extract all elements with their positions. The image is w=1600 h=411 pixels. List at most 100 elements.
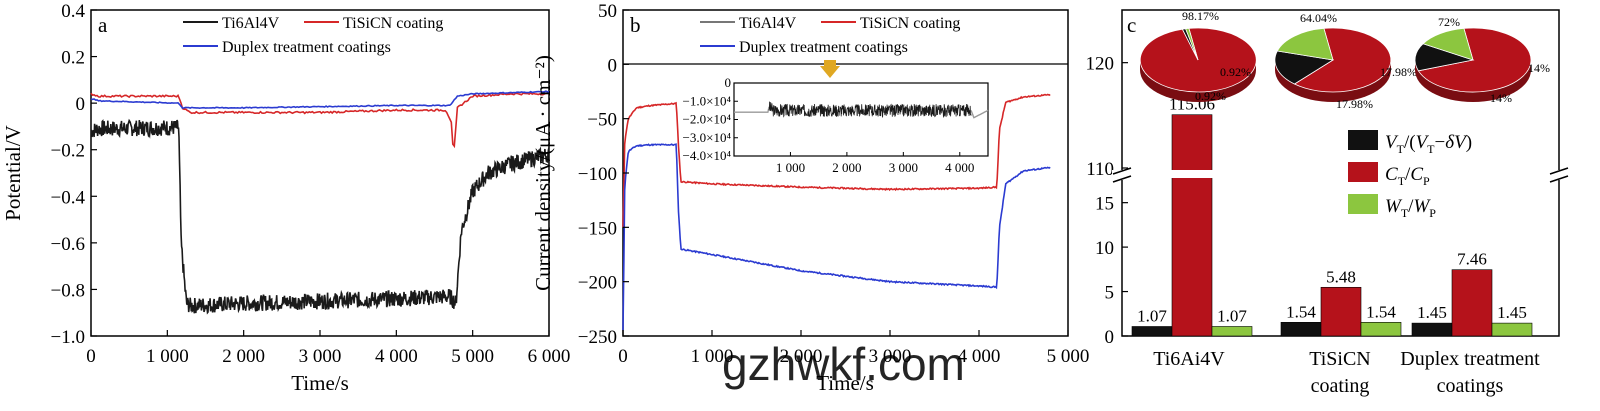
bar-value-label: 1.45 [1497,303,1527,322]
axis-break [1112,167,1569,183]
inset-x-tick-label: 4 000 [945,160,974,175]
x-tick-label: 1 000 [691,346,734,367]
series-line [622,93,1051,228]
y-tick-label: −250 [578,327,617,348]
y-tick-label: −0.4 [51,187,86,208]
panel-a-series [90,90,550,315]
panel-b-letter: b [630,13,641,37]
legend-b-tisicn: TiSiCN coating [860,15,960,32]
bar-value-label: 1.54 [1286,302,1316,321]
y-tick-label: 0.4 [61,1,85,22]
category-label-duplex-2: coatings [1437,375,1504,397]
inset-y-tick-label: −1.0×10⁴ [683,93,732,108]
y-tick-label: −0.2 [51,141,85,162]
bar [1131,326,1173,337]
y-tick-label: 0 [608,55,618,76]
y-tick-label: −200 [578,273,617,294]
bar-break-gap [1171,170,1213,178]
panel-b-xlabel: Time/s [816,371,874,395]
y-tick-label: −100 [578,164,617,185]
axis-break-mark [1549,167,1569,175]
inset-ticks: 1 000 2 000 3 000 4 000 0 −1.0×10⁴ −2.0×10⁴ −3.… [683,75,975,175]
inset-y-tick-label: −2.0×10⁴ [683,112,732,127]
inset-arrow-icon [820,66,840,78]
category-label-tisicn-2: coating [1311,375,1370,397]
inset-series-line [768,101,972,119]
y-tick-label: 0.2 [61,48,85,69]
legend-b-ti6al4v: Ti6Al4V [739,15,797,32]
x-tick-label: 6 000 [528,346,571,367]
inset-frame [733,82,989,157]
pie-percent-label: 0.92% [1220,65,1251,79]
bar-value-label: 1.07 [1217,306,1247,325]
panel-b-ylabel: Current density/(μA · cm⁻²) [531,55,555,291]
axis-break-gap-right [1549,170,1569,180]
pie-percent-label: 64.04% [1300,11,1337,25]
pie-slice [1185,27,1199,61]
y-tick-label: −50 [587,110,617,131]
panel-b-legend: Ti6Al4V TiSiCN coating Duplex treatment … [700,15,960,56]
x-tick-label: 1 000 [146,346,189,367]
bar [1211,326,1253,337]
x-tick-label: 4 000 [375,346,418,367]
watermark: gzhwkf.com [722,338,965,390]
category-label-tisicn: TiSiCN [1309,348,1371,370]
bar [1491,322,1533,337]
legend-vt: VT/(VT−δV) [1385,132,1472,156]
legend-swatch-vt [1348,130,1378,150]
panel-b-inset: 1 000 2 000 3 000 4 000 0 −1.0×10⁴ −2.0×10⁴ −3.… [683,75,989,175]
bar [1171,114,1213,337]
axis-break-mark [1549,175,1569,183]
legend-swatch-ct [1348,162,1378,182]
inset-series-line [970,109,989,119]
x-tick-label: 5 000 [451,346,494,367]
inset-series-line [734,106,770,113]
panel-b-ticks: 0 1 000 2 000 3 000 4 000 5 000 50 0 −50 −100 −150… [578,1,1090,367]
bar [1280,322,1322,337]
panel-c-pies: 98.17% 0.92% 0.92% 64.04% 17.98% 17.98% 72% 14%… [1139,9,1550,111]
y-tick-label: −0.8 [51,280,85,301]
axis-break-gap-left [1112,170,1132,180]
bar [1411,322,1453,337]
panel-b-series [622,93,1051,331]
panel-b: b 0 1 000 2 000 3 000 4 000 5 000 50 0 −50 −100 −1… [531,1,1089,395]
pie-percent-label: 14% [1490,91,1512,105]
panel-c-legend: VT/(VT−δV) CT/CP WT/WP [1348,130,1472,220]
bar [1451,269,1493,337]
y-tick-label: −0.6 [51,234,85,255]
legend-b-duplex: Duplex treatment coatings [739,39,908,56]
pie-percent-label: 14% [1528,61,1550,75]
x-tick-label: 0 [618,346,628,367]
y-tick-label: −150 [578,218,617,239]
category-label-ti6ai4v: Ti6Ai4V [1153,348,1225,370]
y-tick-label: 5 [1105,283,1115,304]
pie-slice [1276,27,1334,61]
pie-slice [1293,27,1392,93]
inset-y-tick-label: −4.0×10⁴ [683,148,732,163]
legend-wt: WT/WP [1385,196,1436,220]
pie-slice [1422,27,1474,61]
x-tick-label: 3 000 [869,346,912,367]
y-tick-label: 110 [1086,159,1114,180]
legend-a-ti6al4v: Ti6Al4V [222,15,280,32]
pie-percent-label: 98.17% [1182,9,1219,23]
legend-a-tisicn: TiSiCN coating [343,15,443,32]
x-tick-label: 5 000 [1047,346,1090,367]
x-tick-label: 3 000 [299,346,342,367]
bar-value-label: 1.45 [1417,303,1447,322]
bar-value-label: 1.54 [1366,302,1396,321]
x-tick-label: 2 000 [222,346,265,367]
series-line [90,92,550,149]
pie-slice [1139,27,1257,93]
bar-value-label: 1.07 [1137,306,1167,325]
inset-x-tick-label: 3 000 [889,160,918,175]
series-line [90,90,550,110]
category-label-duplex: Duplex treatment [1400,348,1540,370]
series-line [90,118,550,315]
y-tick-label: 15 [1095,194,1114,215]
bar-value-label: 5.48 [1326,267,1356,286]
pie-slice [1274,50,1335,85]
y-tick-label: 10 [1095,238,1114,259]
